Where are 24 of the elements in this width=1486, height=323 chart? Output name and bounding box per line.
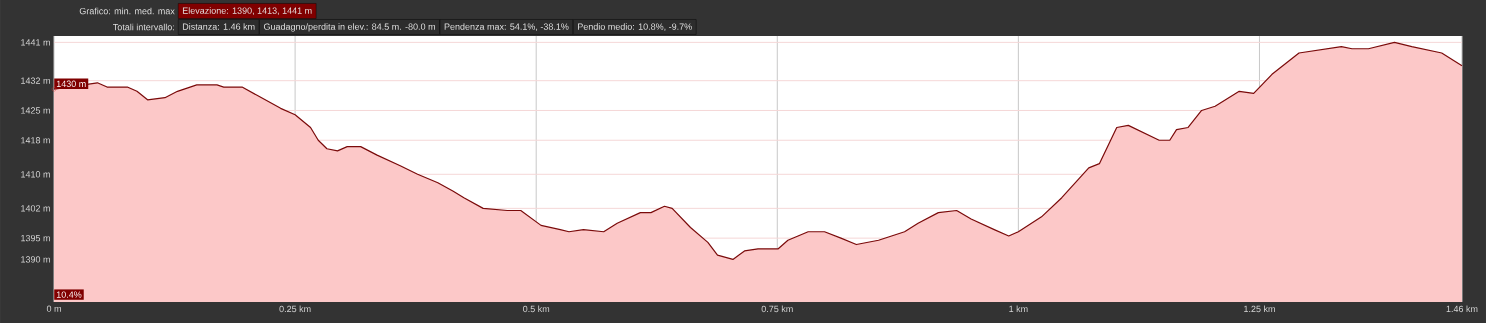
x-tick-label: 0.75 km <box>761 305 793 313</box>
annotation: 1430 m <box>56 80 86 87</box>
x-tick-label: 0.5 km <box>523 305 550 313</box>
y-tick-label: 1395 m <box>21 234 50 242</box>
text: Pendenza max: 54.1%, -38.1% <box>444 23 569 31</box>
text: Totali intervallo: <box>113 23 174 31</box>
y-tick-label: 1432 m <box>21 77 50 84</box>
x-tick-label: 1.25 km <box>1244 305 1275 313</box>
text: Distanza: 1.46 km <box>182 23 255 30</box>
x-tick-label: 0.25 km <box>279 305 311 313</box>
y-tick-label: 1410 m <box>21 171 50 178</box>
x-tick-label: 1.46 km <box>1446 305 1478 313</box>
text: Pendio medio: 10.8%, -9.7% <box>578 23 692 31</box>
y-tick-label: 1441 m <box>21 39 50 46</box>
text: Guadagno/perdita in elev.: 84.5 m. -80.0 m <box>263 23 435 32</box>
x-tick-label: 1 km <box>1009 305 1028 313</box>
x-tick-label: 0 m <box>46 305 61 312</box>
text: Grafico: min. med. max <box>79 7 175 15</box>
y-tick-label: 1425 m <box>21 107 50 114</box>
y-tick-label: 1418 m <box>21 137 50 144</box>
text: Elevazione: 1390, 1413, 1441 m <box>182 7 312 15</box>
annotation: 10.4% <box>56 291 82 298</box>
y-tick-label: 1390 m <box>21 256 50 263</box>
y-tick-label: 1402 m <box>21 205 50 212</box>
